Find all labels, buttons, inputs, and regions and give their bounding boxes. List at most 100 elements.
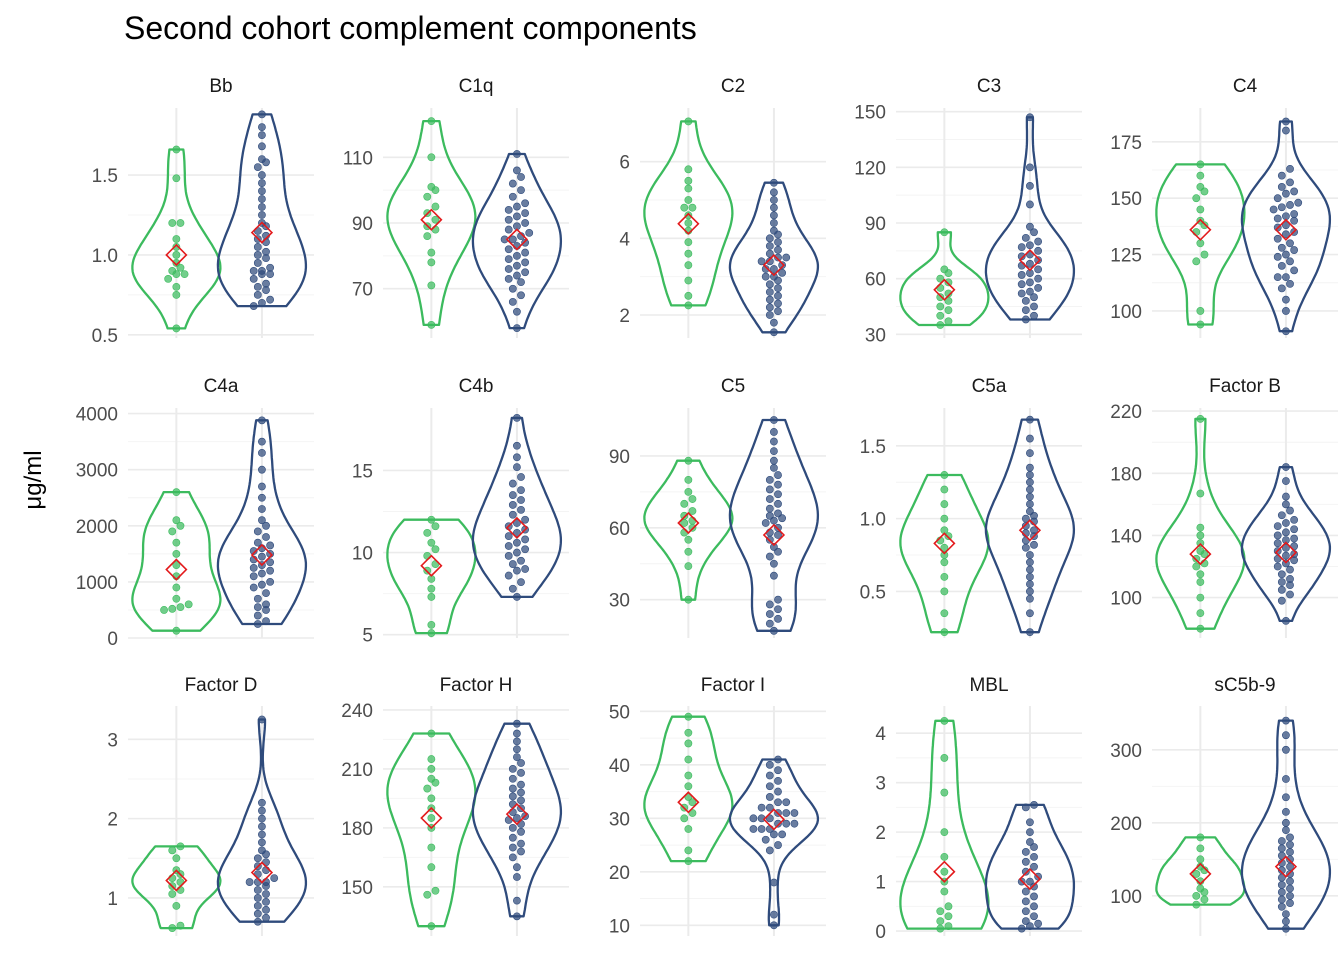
- data-point: [765, 782, 774, 791]
- data-point: [513, 745, 521, 754]
- data-point: [249, 583, 258, 592]
- data-point: [1273, 531, 1282, 540]
- data-point: [1026, 587, 1034, 596]
- data-point: [508, 853, 517, 862]
- data-point: [1026, 478, 1034, 487]
- data-point: [513, 566, 521, 575]
- y-tick-label: 0.5: [92, 326, 118, 347]
- mean-marker: [762, 254, 786, 277]
- data-point: [940, 543, 949, 552]
- data-point: [427, 281, 436, 290]
- facet-panel: 0 1000 2000 3000 4000 C4a: [76, 376, 314, 650]
- data-point: [1277, 880, 1286, 889]
- data-point: [774, 841, 782, 849]
- y-tick-label: 100: [1110, 302, 1142, 323]
- data-point: [765, 485, 774, 494]
- data-point: [1030, 311, 1038, 320]
- data-point: [778, 261, 787, 270]
- data-point: [1282, 924, 1290, 933]
- data-point: [258, 203, 266, 211]
- data-point: [774, 776, 782, 785]
- data-point: [684, 857, 693, 866]
- data-point: [1282, 826, 1290, 835]
- violin-outline: [1240, 120, 1332, 333]
- facet-strip-label: Factor D: [185, 675, 258, 696]
- data-point: [774, 499, 782, 508]
- mean-marker: [505, 516, 529, 540]
- data-point: [253, 603, 262, 612]
- data-point: [262, 521, 270, 530]
- data-point: [176, 521, 185, 530]
- data-point: [172, 235, 181, 243]
- data-point: [258, 822, 266, 831]
- data-point: [1196, 414, 1205, 423]
- mean-marker: [1018, 519, 1042, 542]
- y-tick-label: 2000: [76, 517, 118, 538]
- y-tick-label: 3: [875, 774, 886, 795]
- data-point: [770, 211, 778, 220]
- data-point: [688, 203, 697, 212]
- data-point: [1277, 578, 1286, 586]
- data-point: [258, 110, 266, 119]
- y-tick-label: 30: [865, 325, 886, 346]
- data-point: [1030, 228, 1038, 237]
- data-point: [258, 123, 266, 132]
- data-point: [684, 535, 693, 544]
- data-point: [765, 760, 774, 769]
- data-point: [258, 838, 266, 847]
- data-point: [262, 533, 270, 541]
- data-point: [262, 279, 270, 288]
- data-point: [258, 814, 266, 823]
- data-point: [508, 833, 517, 842]
- data-point: [517, 796, 525, 805]
- data-point: [765, 311, 774, 319]
- data-point: [770, 559, 778, 568]
- data-point: [1021, 887, 1030, 896]
- data-point: [1026, 182, 1034, 190]
- violin-outline: [386, 518, 477, 635]
- data-point: [1286, 833, 1294, 842]
- data-point: [517, 847, 525, 856]
- data-point: [172, 259, 181, 267]
- data-point: [513, 538, 521, 547]
- data-point: [774, 299, 782, 308]
- data-point: [765, 793, 774, 801]
- data-point: [770, 830, 778, 839]
- data-point: [1282, 543, 1290, 552]
- data-point: [1026, 838, 1034, 846]
- violin-outline: [216, 419, 308, 626]
- data-point: [427, 153, 436, 162]
- data-point: [684, 276, 693, 285]
- data-point: [266, 263, 275, 272]
- data-point: [680, 814, 689, 823]
- mean-marker: [1018, 867, 1042, 891]
- data-point: [168, 604, 177, 613]
- data-point: [940, 852, 949, 861]
- y-tick-label: 10: [609, 916, 630, 937]
- data-point: [172, 174, 181, 183]
- facet-strip-label: C4b: [459, 376, 494, 397]
- data-point: [249, 563, 258, 572]
- data-point: [770, 626, 778, 635]
- data-point: [262, 905, 270, 914]
- y-tick-label: 1000: [76, 573, 118, 594]
- data-point: [1017, 924, 1026, 933]
- data-point: [513, 519, 521, 527]
- data-point: [258, 715, 266, 724]
- data-point: [253, 527, 262, 536]
- data-point: [1192, 257, 1201, 266]
- data-point: [944, 912, 953, 921]
- data-point: [517, 768, 525, 777]
- data-point: [1273, 234, 1282, 243]
- data-point: [160, 606, 168, 614]
- mean-marker: [165, 869, 188, 892]
- data-point: [1282, 716, 1290, 725]
- violin-outline: [728, 418, 820, 632]
- data-point: [504, 245, 513, 254]
- mean-marker: [933, 860, 956, 883]
- mean-marker: [1274, 218, 1298, 241]
- violin-outline: [728, 758, 820, 927]
- data-point: [262, 897, 270, 906]
- data-point: [513, 413, 521, 422]
- data-point: [1026, 565, 1034, 574]
